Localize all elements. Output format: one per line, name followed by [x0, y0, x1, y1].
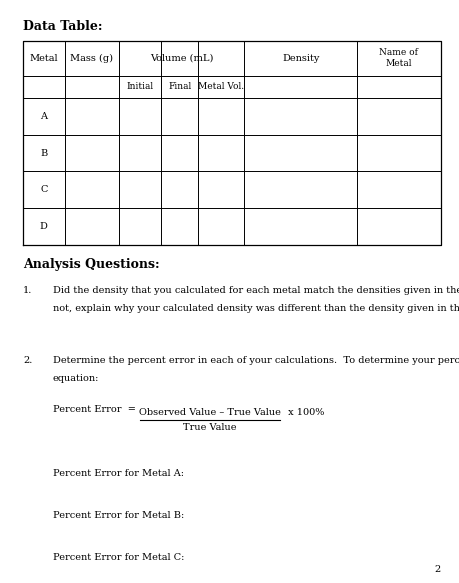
Text: x 100%: x 100%: [285, 408, 324, 416]
Text: Final: Final: [168, 82, 191, 92]
Text: 2.: 2.: [23, 356, 32, 364]
Text: Percent Error for Metal B:: Percent Error for Metal B:: [53, 511, 184, 520]
Text: C: C: [40, 185, 48, 194]
Text: Volume (mL): Volume (mL): [150, 54, 213, 63]
Text: Percent Error for Metal C:: Percent Error for Metal C:: [53, 553, 184, 562]
Text: equation:: equation:: [53, 374, 99, 383]
Text: Name of
Metal: Name of Metal: [380, 48, 418, 68]
Text: Determine the percent error in each of your calculations.  To determine your per: Determine the percent error in each of y…: [53, 356, 459, 364]
Text: 1.: 1.: [23, 286, 32, 294]
Text: Metal: Metal: [29, 54, 58, 63]
Text: Percent Error  =: Percent Error =: [53, 405, 136, 414]
Text: Metal Vol.: Metal Vol.: [198, 82, 244, 92]
Text: Data Table:: Data Table:: [23, 20, 102, 33]
Text: Initial: Initial: [126, 82, 153, 92]
Text: Did the density that you calculated for each metal match the densities given in : Did the density that you calculated for …: [53, 286, 459, 294]
Text: Percent Error for Metal A:: Percent Error for Metal A:: [53, 469, 184, 478]
Text: Mass (g): Mass (g): [70, 54, 113, 63]
Text: Analysis Questions:: Analysis Questions:: [23, 258, 160, 271]
Text: not, explain why your calculated density was different than the density given in: not, explain why your calculated density…: [53, 304, 459, 313]
Text: 2: 2: [434, 566, 441, 574]
Text: Observed Value – True Value: Observed Value – True Value: [139, 408, 281, 416]
Text: B: B: [40, 149, 47, 157]
Text: True Value: True Value: [183, 423, 237, 431]
Text: D: D: [40, 222, 48, 231]
Text: Density: Density: [282, 54, 319, 63]
Text: A: A: [40, 112, 47, 121]
